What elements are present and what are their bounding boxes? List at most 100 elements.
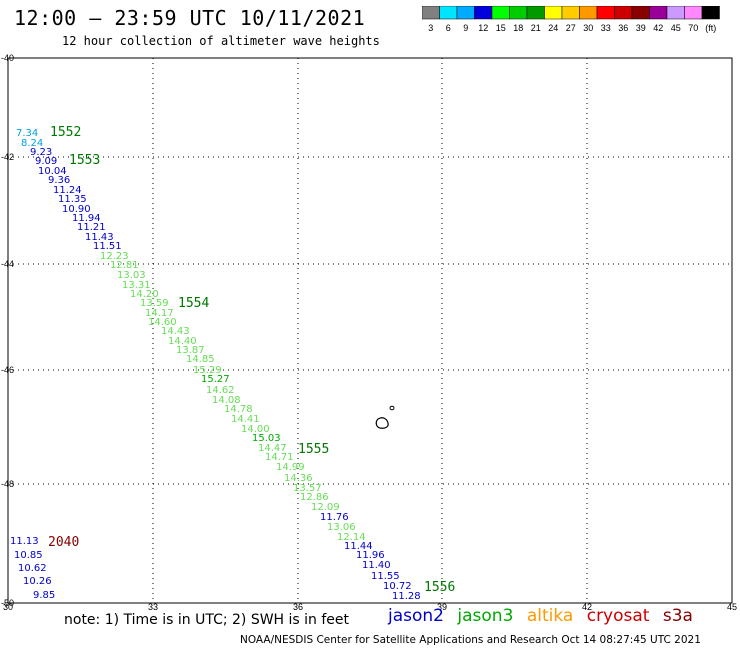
satellite-s3a: s3a [662,606,693,626]
latitude-label: -40 [1,53,14,63]
wave-height-value: 12.81 [110,260,139,271]
wave-height-value: 13.03 [117,270,146,281]
longitude-label: 33 [148,602,158,610]
legend-label: 9 [463,23,468,33]
wave-height-value: 12.14 [337,532,366,543]
legend-label: 12 [478,23,488,33]
longitude-label: 36 [293,602,303,610]
wave-height-value: 11.24 [53,185,82,196]
wave-height-map: 30 33 36 39 42 45 -40 -42 -44 -46 -48 -50 1552 1553 15… [1,53,737,610]
pass-time-label: 1553 [69,153,100,168]
wave-height-value: 13.87 [176,345,205,356]
satellite-cryosat: cryosat [586,606,650,626]
wave-height-value: 11.13 [10,536,39,547]
wave-height-value: 11.35 [58,194,87,205]
wave-height-value: 10.04 [38,166,67,177]
latitude-label: -48 [1,479,14,489]
wave-height-value: 14.20 [130,289,159,300]
island-outline [375,417,389,429]
wave-height-value: 14.78 [224,404,253,415]
wave-height-value: 14.99 [276,462,305,473]
wave-height-value: 11.21 [77,222,106,233]
legend-label: 36 [618,23,628,33]
latitude-label: -42 [1,152,14,162]
wave-height-value: 14.71 [265,452,294,463]
pass-time-label: 1552 [50,125,81,140]
satellite-altika: altika [526,606,574,626]
wave-height-value: 15.29 [193,365,222,376]
pass-time-label: 1556 [424,580,455,595]
wave-height-value: 14.85 [186,354,215,365]
wave-height-value: 14.47 [258,443,287,454]
wave-height-value: 7.34 [16,128,38,139]
legend-label: 15 [496,23,506,33]
wave-height-value: 14.17 [145,308,174,319]
legend-label: 45 [671,23,681,33]
latitude-label: -50 [1,598,14,608]
legend-label: 70 [688,23,698,33]
wave-height-value: 15.03 [252,433,281,444]
legend-label: 42 [653,23,663,33]
wave-height-value: 11.76 [320,512,349,523]
wave-height-value: 14.60 [148,317,177,328]
wave-height-value: 14.08 [212,395,241,406]
wave-height-value: 10.72 [383,581,412,592]
legend-label: 27 [566,23,576,33]
wave-height-value: 13.57 [293,483,322,494]
wave-height-value: 11.96 [356,550,385,561]
credit-line: NOAA/NESDIS Center for Satellite Applica… [240,634,701,646]
wave-height-value: 11.44 [344,541,373,552]
legend-label: 33 [601,23,611,33]
wave-height-value: 14.43 [161,326,190,337]
wave-height-value: 10.85 [14,550,43,561]
wave-height-value: 11.55 [371,571,400,582]
wave-height-value: 13.06 [327,522,356,533]
wave-height-value: 12.09 [311,502,340,513]
map-frame [7,57,733,604]
wave-height-value: 11.40 [362,560,391,571]
wave-height-value: 9.85 [33,590,55,601]
satellite-legend: jason2 jason3 altika cryosat s3a [388,606,701,626]
legend-label: (ft) [705,23,716,33]
wave-height-value: 8.24 [21,138,43,149]
map-title: 12:00 – 23:59 UTC 10/11/2021 [14,6,366,30]
legend-label: 3 [428,23,433,33]
legend-swatch [701,6,720,20]
footer-note: note: 1) Time is in UTC; 2) SWH is in fe… [64,612,350,628]
wave-height-value: 10.26 [23,576,52,587]
pass-time-label: 1554 [178,296,209,311]
legend-label: 6 [446,23,451,33]
pass-time-label: 1555 [298,442,329,457]
legend-label: 30 [583,23,593,33]
wave-height-value: 14.40 [168,336,197,347]
wave-height-value: 14.36 [284,473,313,484]
wave-height-value: 11.43 [85,232,114,243]
island-outline [389,405,395,411]
longitude-label: 30 [3,602,13,610]
wave-height-value: 13.59 [140,298,169,309]
wave-height-value: 9.09 [35,156,57,167]
wave-height-value: 12.23 [100,251,129,262]
pass-time-label: 2040 [48,535,79,550]
wave-height-value: 11.51 [93,241,122,252]
latitude-label: -44 [1,259,14,269]
color-scale-legend: 3 6 9 12 15 18 21 24 27 30 33 36 39 42 45 70 (ft) [422,6,720,33]
wave-height-value: 11.94 [72,213,101,224]
wave-height-value: 9.36 [48,175,70,186]
latitude-label: -46 [1,365,14,375]
wave-height-value: 14.00 [241,424,270,435]
satellite-jason3: jason3 [457,606,514,626]
wave-height-value: 13.31 [122,280,151,291]
longitude-label: 39 [437,602,447,610]
legend-label: 21 [531,23,541,33]
wave-height-value: 14.62 [206,385,235,396]
wave-height-value: 15.27 [201,374,230,385]
legend-label: 24 [548,23,558,33]
map-subtitle: 12 hour collection of altimeter wave hei… [62,34,380,48]
wave-height-value: 10.90 [62,204,91,215]
legend-label: 39 [636,23,646,33]
legend-label: 18 [513,23,523,33]
wave-height-value: 14.41 [231,414,260,425]
longitude-label: 42 [582,602,592,610]
wave-height-value: 11.28 [392,591,421,602]
